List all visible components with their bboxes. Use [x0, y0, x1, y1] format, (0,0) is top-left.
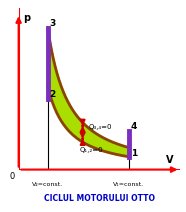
Text: 3: 3 — [50, 19, 56, 28]
Text: 2: 2 — [50, 90, 56, 99]
Text: 4: 4 — [131, 122, 137, 131]
Text: 0: 0 — [9, 172, 15, 181]
Text: Q₃,₄=0: Q₃,₄=0 — [89, 124, 113, 130]
Text: V₁=const.: V₁=const. — [113, 182, 144, 187]
Text: Q₁,₂=0: Q₁,₂=0 — [79, 147, 103, 153]
Text: CICLUL MOTORULUI OTTO: CICLUL MOTORULUI OTTO — [44, 194, 155, 203]
Text: 1: 1 — [131, 149, 137, 158]
Text: p: p — [23, 13, 31, 23]
Text: V: V — [166, 155, 174, 165]
Text: V₂=const.: V₂=const. — [32, 182, 63, 187]
